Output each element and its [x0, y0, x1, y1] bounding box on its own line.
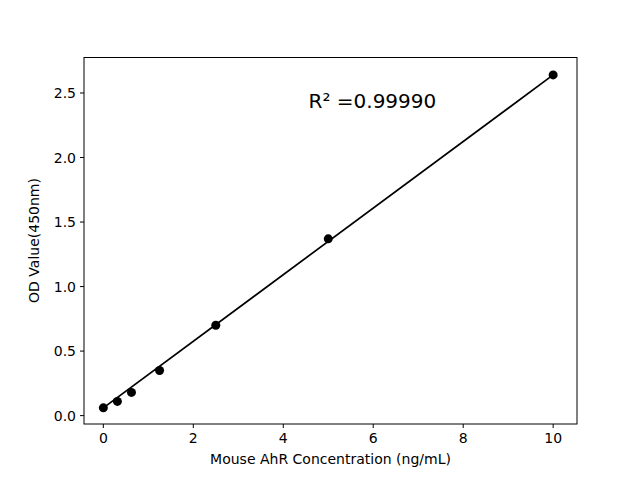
standard-curve-chart: 0 2 4 6 8 10 0.0 0.5 1.0 1.5 2.0 2.5 R² =0.99990 Mo…	[0, 0, 640, 480]
r-squared-annotation: R² =0.99990	[309, 89, 437, 113]
y-axis-label: OD Value(450nm)	[26, 178, 42, 303]
data-point	[211, 321, 220, 330]
y-tick-label: 1.5	[54, 214, 76, 230]
x-tick-label: 4	[279, 430, 288, 446]
x-tick-label: 0	[99, 430, 108, 446]
y-tick-label: 0.5	[54, 343, 76, 359]
figure-canvas: 0 2 4 6 8 10 0.0 0.5 1.0 1.5 2.0 2.5 R² =0.99990 Mo…	[0, 0, 640, 480]
y-tick-label: 0.0	[54, 408, 76, 424]
data-point	[127, 388, 136, 397]
y-tick-label: 1.0	[54, 279, 76, 295]
y-tick-label: 2.0	[54, 150, 76, 166]
y-tick-label: 2.5	[54, 85, 76, 101]
x-tick-label: 10	[544, 430, 562, 446]
data-point	[324, 234, 333, 243]
x-tick-label: 2	[189, 430, 198, 446]
data-point	[549, 70, 558, 79]
data-point	[155, 366, 164, 375]
data-point	[113, 397, 122, 406]
x-tick-label: 8	[459, 430, 468, 446]
x-tick-label: 6	[369, 430, 378, 446]
data-series	[99, 70, 558, 412]
data-point	[99, 403, 108, 412]
x-axis-label: Mouse AhR Concentration (ng/mL)	[210, 451, 451, 467]
